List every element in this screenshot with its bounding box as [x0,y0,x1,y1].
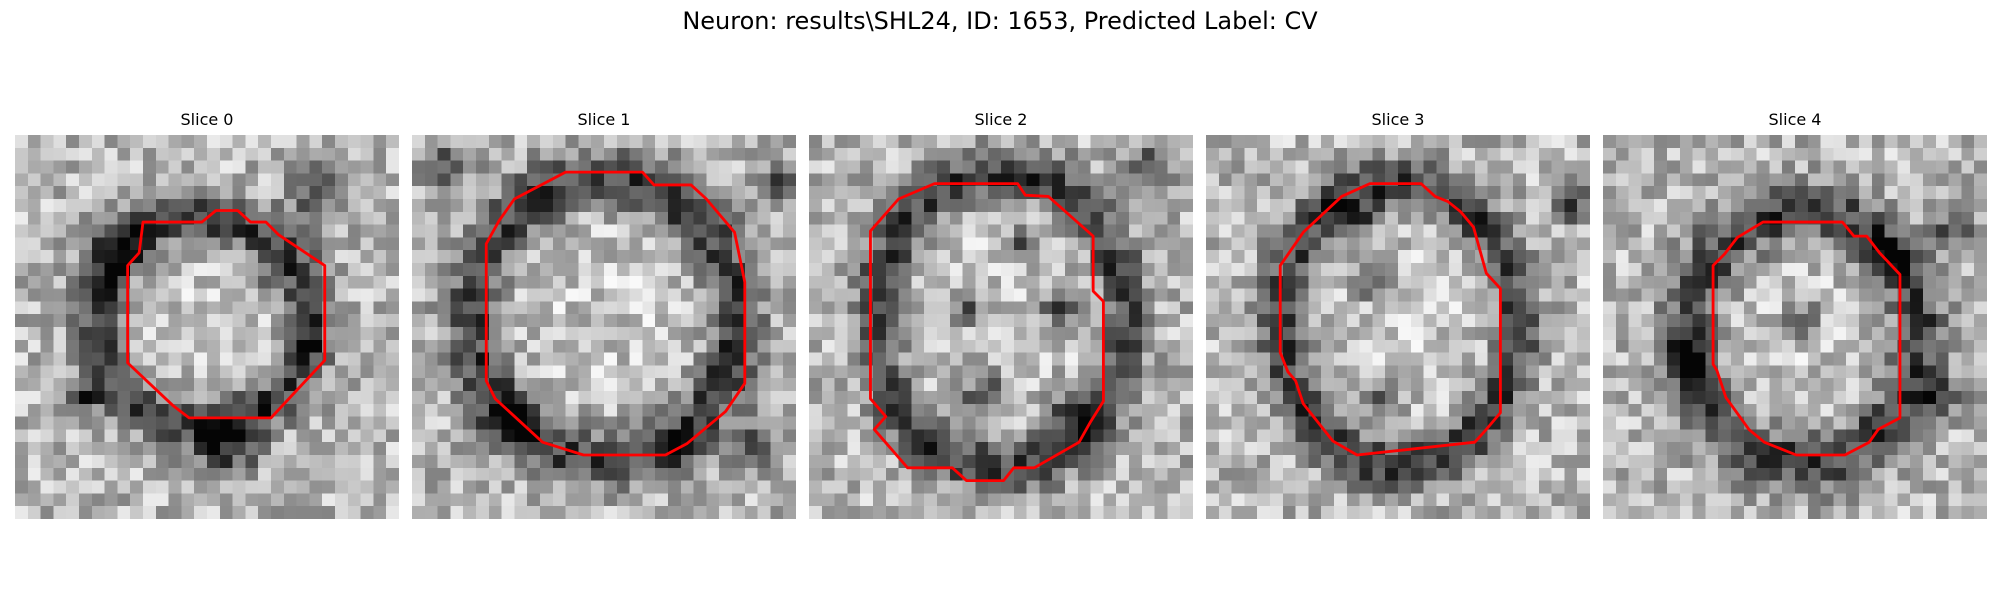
segmentation-outline [484,170,747,457]
slice-image-0 [15,135,399,519]
slice-panel-1: Slice 1 [412,110,796,520]
slice-title-0: Slice 0 [180,110,234,129]
segmentation-outline [126,209,327,420]
slice-image-2 [809,135,1193,519]
slice-image-4 [1603,135,1987,519]
segmentation-outline [1711,220,1902,457]
slice-title-3: Slice 3 [1371,110,1425,129]
slice-title-2: Slice 2 [974,110,1028,129]
slice-panel-4: Slice 4 [1603,110,1987,520]
slice-title-1: Slice 1 [577,110,631,129]
segmentation-outline [1278,182,1502,457]
slice-image-1 [412,135,796,519]
slice-image-3 [1206,135,1590,519]
slice-title-4: Slice 4 [1768,110,1822,129]
slice-panel-3: Slice 3 [1206,110,1590,520]
slice-panel-0: Slice 0 [15,110,399,520]
segmentation-outline [869,182,1105,483]
slice-panel-2: Slice 2 [809,110,1193,520]
figure-title: Neuron: results\SHL24, ID: 1653, Predict… [682,7,1318,35]
